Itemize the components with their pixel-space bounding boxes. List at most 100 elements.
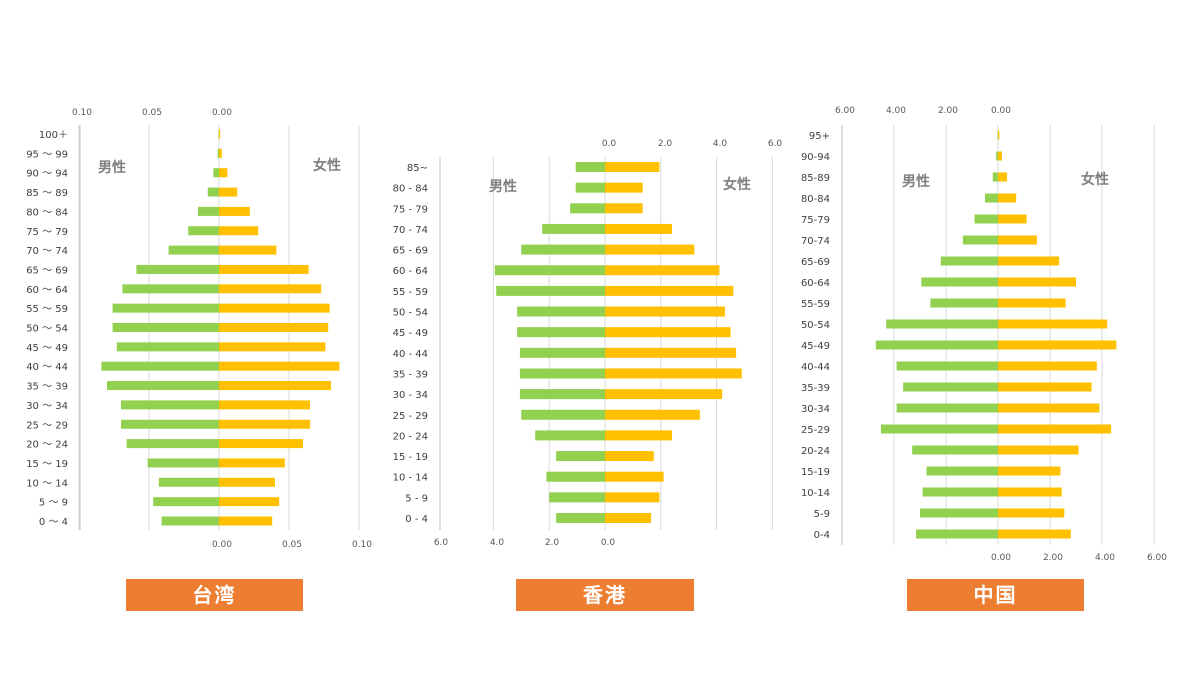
taiwan-top-tick-label: 0.10 xyxy=(72,108,92,118)
hongkong-female-bar xyxy=(605,244,695,255)
hongkong-top-tick-label: 0.0 xyxy=(602,139,617,149)
taiwan-female-bar xyxy=(219,419,310,429)
china-category-label: 10-14 xyxy=(801,488,830,499)
china-female-bar xyxy=(998,214,1027,224)
hongkong-category-label: 30 - 34 xyxy=(393,390,428,401)
taiwan-male-bar xyxy=(116,342,219,352)
taiwan-male-bar xyxy=(147,458,219,468)
taiwan-male-bar xyxy=(213,168,219,178)
taiwan-female-bar xyxy=(219,148,222,158)
hongkong-female-bar xyxy=(605,471,664,482)
taiwan-category-label: 75 ～ 79 xyxy=(26,227,68,238)
china-female-bar xyxy=(998,319,1108,329)
hongkong-male-bar xyxy=(517,306,605,317)
hongkong-male-bar xyxy=(575,162,605,172)
taiwan-female-bar xyxy=(219,245,277,255)
hongkong-female-bar xyxy=(605,327,731,338)
hongkong-male-bar xyxy=(517,327,605,338)
china-female-bar xyxy=(998,529,1071,539)
taiwan-female-bar xyxy=(219,206,250,216)
hongkong-male-bar xyxy=(521,244,605,255)
china-category-label: 90-94 xyxy=(801,152,830,163)
china-female-bar xyxy=(998,277,1076,287)
china-bottom-tick-label: 4.00 xyxy=(1095,553,1115,563)
china-male-bar xyxy=(930,298,998,308)
china-male-bar xyxy=(974,214,998,224)
taiwan-male-bar xyxy=(112,303,219,313)
hongkong-category-label: 60 - 64 xyxy=(393,266,428,277)
hongkong-top-tick-label: 6.0 xyxy=(768,139,783,149)
taiwan-top-tick-label: 0.05 xyxy=(142,108,162,118)
hongkong-female-bar xyxy=(605,409,700,420)
hongkong-category-label: 10 - 14 xyxy=(393,473,428,484)
hongkong-male-bar xyxy=(570,203,605,214)
taiwan-category-label: 30 ～ 34 xyxy=(26,401,68,412)
china-category-label: 65-69 xyxy=(801,257,830,268)
taiwan-female-bar xyxy=(219,516,273,526)
hongkong-category-label: 75 - 79 xyxy=(393,204,428,215)
taiwan-male-bar xyxy=(126,439,219,449)
china-category-label: 30-34 xyxy=(801,404,830,415)
taiwan-female-bar xyxy=(219,458,285,468)
taiwan-category-label: 10 ～ 14 xyxy=(26,478,68,489)
china-category-label: 35-39 xyxy=(801,383,830,394)
hongkong-male-bar xyxy=(575,182,605,193)
hongkong-category-label: 50 - 54 xyxy=(393,308,428,319)
taiwan-category-label: 90 ～ 94 xyxy=(26,169,68,180)
china-male-label: 男性 xyxy=(902,173,930,190)
china-bottom-tick-label: 0.00 xyxy=(991,553,1011,563)
china-bottom-tick-label: 2.00 xyxy=(1043,553,1063,563)
china-female-bar xyxy=(998,466,1061,476)
taiwan-male-bar xyxy=(112,323,219,332)
china-female-bar xyxy=(998,172,1008,182)
taiwan-female-bar xyxy=(219,226,259,236)
china-male-bar xyxy=(922,487,998,497)
china-female-bar xyxy=(998,487,1062,497)
taiwan-male-bar xyxy=(121,400,219,410)
hongkong-category-label: 45 - 49 xyxy=(393,328,428,339)
taiwan-category-label: 0 ～ 4 xyxy=(39,517,68,528)
hongkong-female-bar xyxy=(605,285,734,296)
taiwan-category-label: 85 ～ 89 xyxy=(26,188,68,199)
china-female-label: 女性 xyxy=(1081,171,1109,188)
hongkong-male-bar xyxy=(494,265,605,276)
china-female-bar xyxy=(998,403,1100,413)
china-female-bar xyxy=(998,151,1002,161)
china-bottom-tick-label: 6.00 xyxy=(1147,553,1167,563)
taiwan-female-bar xyxy=(219,129,221,139)
taiwan-male-bar xyxy=(121,419,219,429)
china-male-bar xyxy=(881,424,998,434)
taiwan-female-bar xyxy=(219,168,228,178)
taiwan-category-label: 5 ～ 9 xyxy=(39,498,68,509)
hongkong-female-bar xyxy=(605,389,723,400)
taiwan-male-bar xyxy=(198,206,219,216)
hongkong-female-label: 女性 xyxy=(723,176,751,193)
hongkong-category-label: 15 - 19 xyxy=(393,452,428,463)
taiwan-bottom-tick-label: 0.05 xyxy=(282,540,302,550)
hongkong-female-bar xyxy=(605,513,652,523)
taiwan-category-label: 55 ～ 59 xyxy=(26,304,68,315)
china-category-label: 0-4 xyxy=(814,530,830,541)
taiwan-category-label: 45 ～ 49 xyxy=(26,343,68,354)
hongkong-category-label: 65 - 69 xyxy=(393,246,428,257)
china-category-label: 95+ xyxy=(809,131,830,142)
hongkong-category-label: 0 - 4 xyxy=(405,514,428,525)
hongkong-male-label: 男性 xyxy=(489,178,517,195)
china-male-bar xyxy=(997,130,998,140)
hongkong-bottom-tick-label: 6.0 xyxy=(434,538,449,548)
hongkong-category-label: 40 - 44 xyxy=(393,349,428,360)
china-category-label: 40-44 xyxy=(801,362,830,373)
taiwan-male-bar xyxy=(161,516,219,526)
china-male-bar xyxy=(916,529,998,539)
hongkong-female-bar xyxy=(605,265,720,276)
taiwan-category-label: 50 ～ 54 xyxy=(26,324,68,335)
hongkong-top-tick-label: 4.0 xyxy=(713,139,728,149)
hongkong-female-bar xyxy=(605,451,654,462)
hongkong-category-label: 35 - 39 xyxy=(393,369,428,380)
china-male-bar xyxy=(896,361,998,371)
china-category-label: 55-59 xyxy=(801,299,830,310)
hongkong-category-label: 55 - 59 xyxy=(393,287,428,298)
hongkong-top-tick-label: 2.0 xyxy=(658,139,673,149)
china-male-bar xyxy=(985,193,998,203)
